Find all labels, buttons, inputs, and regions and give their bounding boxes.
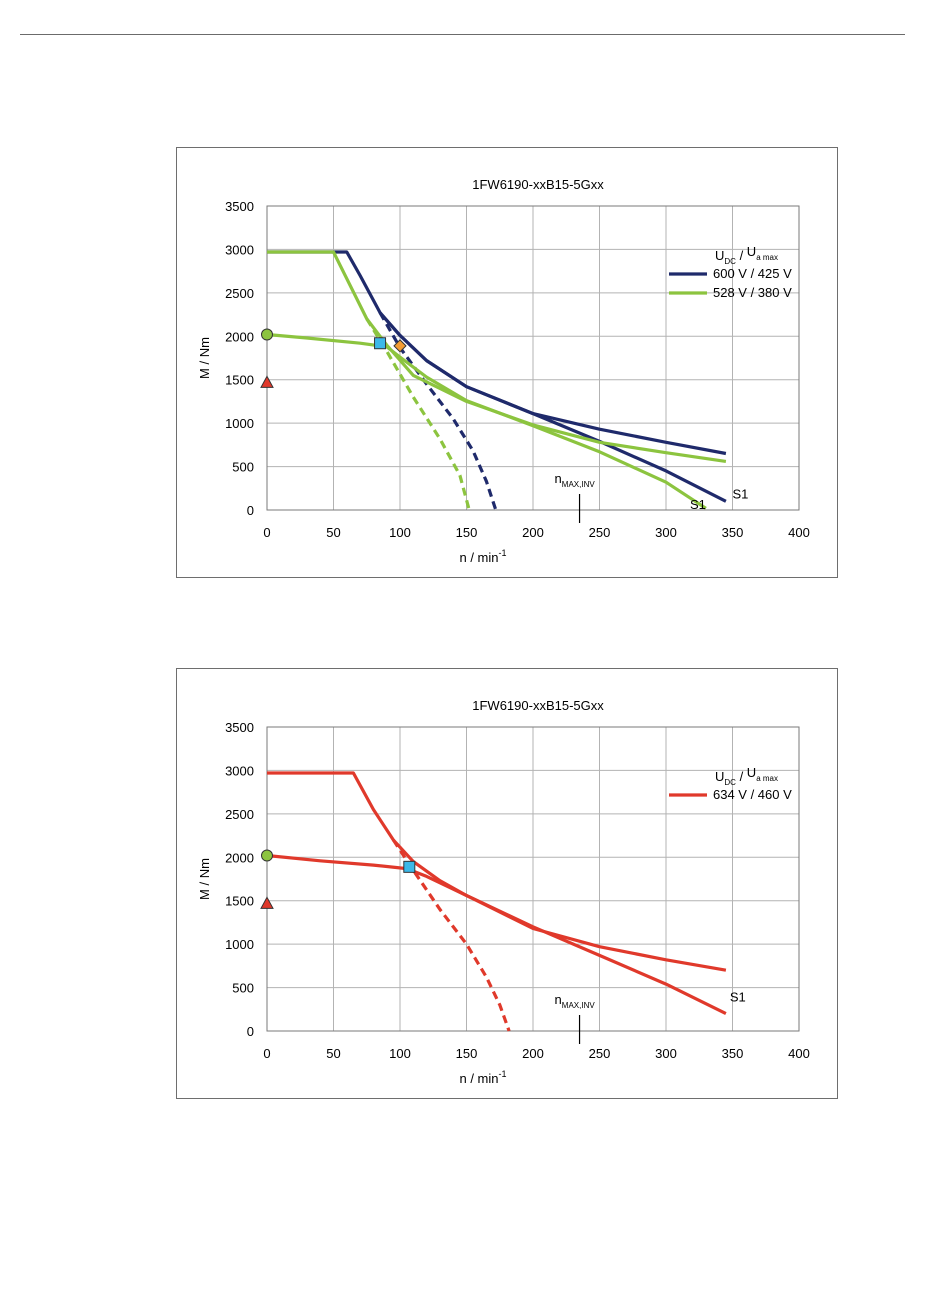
y-tick-label: 3500 <box>225 199 254 214</box>
y-tick-label: 2000 <box>225 329 254 344</box>
chart-panel-2: 1FW6190-xxB15-5Gxx 0 50 100 150 200 250 300 350 4… <box>176 668 838 1099</box>
marker-diamond <box>393 339 407 353</box>
chart-panel-1: 1FW6190-xxB15-5Gxx 0 50 100 150 200 250 300 350 4… <box>176 147 838 578</box>
marker-triangle <box>260 375 274 388</box>
x-tick-label: 50 <box>326 525 340 540</box>
legend-header: UDC / Ua max <box>715 244 778 266</box>
x-axis-label: n / min-1 <box>459 1069 506 1086</box>
legend-entry: 634 V / 460 V <box>713 787 792 802</box>
y-tick-label: 2500 <box>225 286 254 301</box>
y-tick-label: 1500 <box>225 894 254 909</box>
plot-area-border <box>266 726 800 1032</box>
x-tick-label: 400 <box>788 525 810 540</box>
legend-header: UDC / Ua max <box>715 765 778 787</box>
x-tick-label: 250 <box>589 525 611 540</box>
chart-title: 1FW6190-xxB15-5Gxx <box>472 177 604 192</box>
y-tick-label: 500 <box>232 981 254 996</box>
series-line <box>266 853 727 1016</box>
y-tick-label: 3000 <box>225 242 254 257</box>
marker-circle <box>261 328 273 341</box>
marker-square <box>374 337 387 350</box>
x-tick-label: 200 <box>522 1046 544 1061</box>
plot-area-border <box>266 205 800 511</box>
x-tick-label: 50 <box>326 1046 340 1061</box>
x-tick-label: 0 <box>263 525 270 540</box>
legend-entry: 528 V / 380 V <box>713 285 792 300</box>
nmax-inv-label: nMAX,INV <box>555 471 596 489</box>
series-line <box>267 250 727 463</box>
series-line <box>266 332 707 510</box>
x-tick-label: 250 <box>589 1046 611 1061</box>
y-tick-label: 2500 <box>225 807 254 822</box>
legend-entry: 600 V / 425 V <box>713 266 792 281</box>
y-tick-label: 2000 <box>225 850 254 865</box>
x-tick-label: 0 <box>263 1046 270 1061</box>
y-tick-label: 500 <box>232 460 254 475</box>
x-tick-label: 200 <box>522 525 544 540</box>
annotation-label: S1 <box>733 487 749 502</box>
series-line <box>391 839 511 1032</box>
series-line <box>267 771 727 972</box>
x-tick-label: 300 <box>655 1046 677 1061</box>
y-tick-label: 0 <box>247 1024 254 1039</box>
chart-1-svg: 1FW6190-xxB15-5Gxx 0 50 100 150 200 250 300 350 4… <box>197 177 810 565</box>
annotation-label: S1 <box>730 989 746 1004</box>
y-axis-label: M / Nm <box>197 337 212 379</box>
x-tick-label: 100 <box>389 1046 411 1061</box>
page-top-rule <box>20 34 905 35</box>
series-line <box>378 311 727 503</box>
y-tick-label: 1500 <box>225 373 254 388</box>
y-tick-label: 3500 <box>225 720 254 735</box>
x-tick-label: 350 <box>722 525 744 540</box>
y-axis-label: M / Nm <box>197 858 212 900</box>
x-tick-label: 100 <box>389 525 411 540</box>
x-tick-label: 400 <box>788 1046 810 1061</box>
x-axis-label: n / min-1 <box>459 548 506 565</box>
y-tick-label: 0 <box>247 503 254 518</box>
y-tick-label: 1000 <box>225 937 254 952</box>
y-tick-label: 3000 <box>225 763 254 778</box>
nmax-inv-label: nMAX,INV <box>555 992 596 1010</box>
x-tick-label: 350 <box>722 1046 744 1061</box>
x-tick-label: 300 <box>655 525 677 540</box>
marker-triangle <box>260 896 274 909</box>
annotation-label: S1 <box>690 497 706 512</box>
x-tick-label: 150 <box>456 1046 478 1061</box>
y-tick-label: 1000 <box>225 416 254 431</box>
chart-2-svg: 1FW6190-xxB15-5Gxx 0 50 100 150 200 250 300 350 4… <box>197 698 810 1086</box>
chart-title: 1FW6190-xxB15-5Gxx <box>472 698 604 713</box>
x-tick-label: 150 <box>456 525 478 540</box>
marker-square <box>403 860 416 873</box>
marker-circle <box>261 849 273 862</box>
